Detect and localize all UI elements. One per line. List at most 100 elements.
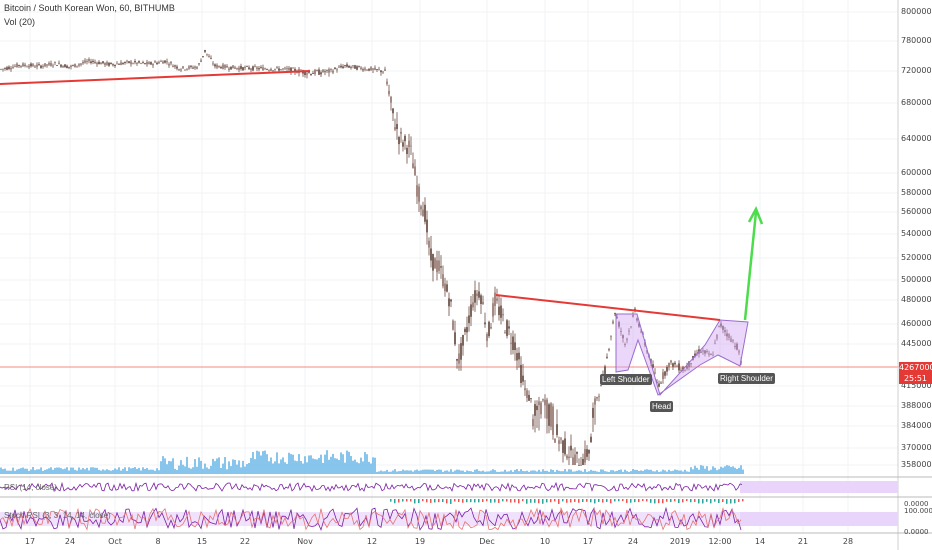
volume-bar xyxy=(452,471,454,474)
candle-body xyxy=(468,315,470,324)
volume-bar xyxy=(306,462,308,474)
target-arrow-line[interactable] xyxy=(743,211,758,321)
volume-bar xyxy=(126,470,128,474)
head-and-shoulders-pattern[interactable] xyxy=(615,313,749,397)
candle-body xyxy=(180,69,182,71)
candle-body xyxy=(472,302,474,308)
volume-bar xyxy=(392,470,394,474)
volume-bar xyxy=(22,467,24,474)
volume-bar xyxy=(442,471,444,474)
volume-bar xyxy=(286,463,288,474)
candle-body xyxy=(100,62,102,65)
volume-bar xyxy=(284,462,286,474)
volume-bar xyxy=(142,467,144,474)
candle-body xyxy=(76,65,78,67)
histogram-bar xyxy=(590,499,592,503)
candle-body xyxy=(142,62,144,63)
candle-body xyxy=(440,266,442,268)
candle-body xyxy=(496,298,498,301)
volume-bar xyxy=(244,466,246,474)
candle-body xyxy=(550,403,552,427)
candle-body xyxy=(200,60,202,62)
candle-body xyxy=(340,65,342,68)
candle-body xyxy=(480,295,482,304)
volume-bar xyxy=(690,467,692,474)
histogram-bar xyxy=(490,499,492,503)
volume-bar xyxy=(374,457,376,474)
volume-bar xyxy=(646,469,648,474)
candle-body xyxy=(336,69,338,71)
volume-bar xyxy=(716,470,718,474)
volume-bar xyxy=(536,471,538,474)
rsi-band xyxy=(740,481,898,493)
volume-bar xyxy=(104,470,106,474)
candle-body xyxy=(736,343,738,350)
candle-body xyxy=(492,303,494,317)
candle-body xyxy=(614,313,616,315)
histogram-bar xyxy=(602,499,604,503)
neckline-trendline[interactable] xyxy=(495,294,721,321)
candle-body xyxy=(2,68,4,70)
volume-layer xyxy=(0,450,744,474)
candle-body xyxy=(148,62,150,65)
volume-bar xyxy=(2,469,4,474)
volume-bar xyxy=(556,469,558,474)
candle-body xyxy=(216,64,218,68)
candle-body xyxy=(596,397,598,399)
volume-bar xyxy=(662,469,664,474)
volume-bar xyxy=(296,461,298,474)
volume-bar xyxy=(380,470,382,474)
histogram-bar xyxy=(698,499,700,504)
candle-body xyxy=(24,64,26,66)
volume-bar xyxy=(470,471,472,474)
volume-bar xyxy=(724,466,726,474)
volume-bar xyxy=(628,471,630,474)
candle-body xyxy=(56,65,58,67)
candle-body xyxy=(512,336,514,351)
x-tick-label: 10 xyxy=(539,537,551,546)
candle-body xyxy=(462,334,464,346)
volume-bar xyxy=(638,470,640,474)
candle-body xyxy=(528,394,530,401)
volume-bar xyxy=(614,471,616,474)
candle-body xyxy=(144,63,146,65)
candle-body xyxy=(426,219,428,233)
candle-body xyxy=(346,64,348,67)
candle-body xyxy=(530,398,532,400)
candle-body xyxy=(524,388,526,391)
support-trendline[interactable] xyxy=(0,70,311,85)
volume-bar xyxy=(308,455,310,474)
volume-bar xyxy=(498,471,500,474)
candle-body xyxy=(138,61,140,63)
volume-bar xyxy=(136,468,138,474)
stoch-band xyxy=(740,512,898,526)
candle-body xyxy=(590,436,592,443)
candle-body xyxy=(414,166,416,176)
volume-bar xyxy=(472,471,474,474)
candle-body xyxy=(242,67,244,71)
x-tick-label: 24 xyxy=(64,537,76,546)
volume-bar xyxy=(6,470,8,474)
candle-body xyxy=(136,62,138,65)
histogram-bar xyxy=(574,499,576,502)
candle-body xyxy=(314,69,316,75)
candle-body xyxy=(534,404,536,416)
volume-bar xyxy=(634,469,636,474)
candle-body xyxy=(632,315,634,317)
candle-body xyxy=(30,63,32,67)
volume-bar xyxy=(398,471,400,474)
histogram-bar xyxy=(622,499,624,502)
volume-bar xyxy=(334,458,336,474)
histogram-bar xyxy=(506,499,508,502)
histogram-bar xyxy=(482,499,484,502)
candle-body xyxy=(132,63,134,65)
candle-body xyxy=(532,419,534,427)
volume-bar xyxy=(314,459,316,474)
volume-bar xyxy=(160,461,162,474)
histogram-bar xyxy=(722,499,724,503)
candle-body xyxy=(322,69,324,73)
volume-bar xyxy=(428,469,430,474)
volume-bar xyxy=(738,467,740,474)
